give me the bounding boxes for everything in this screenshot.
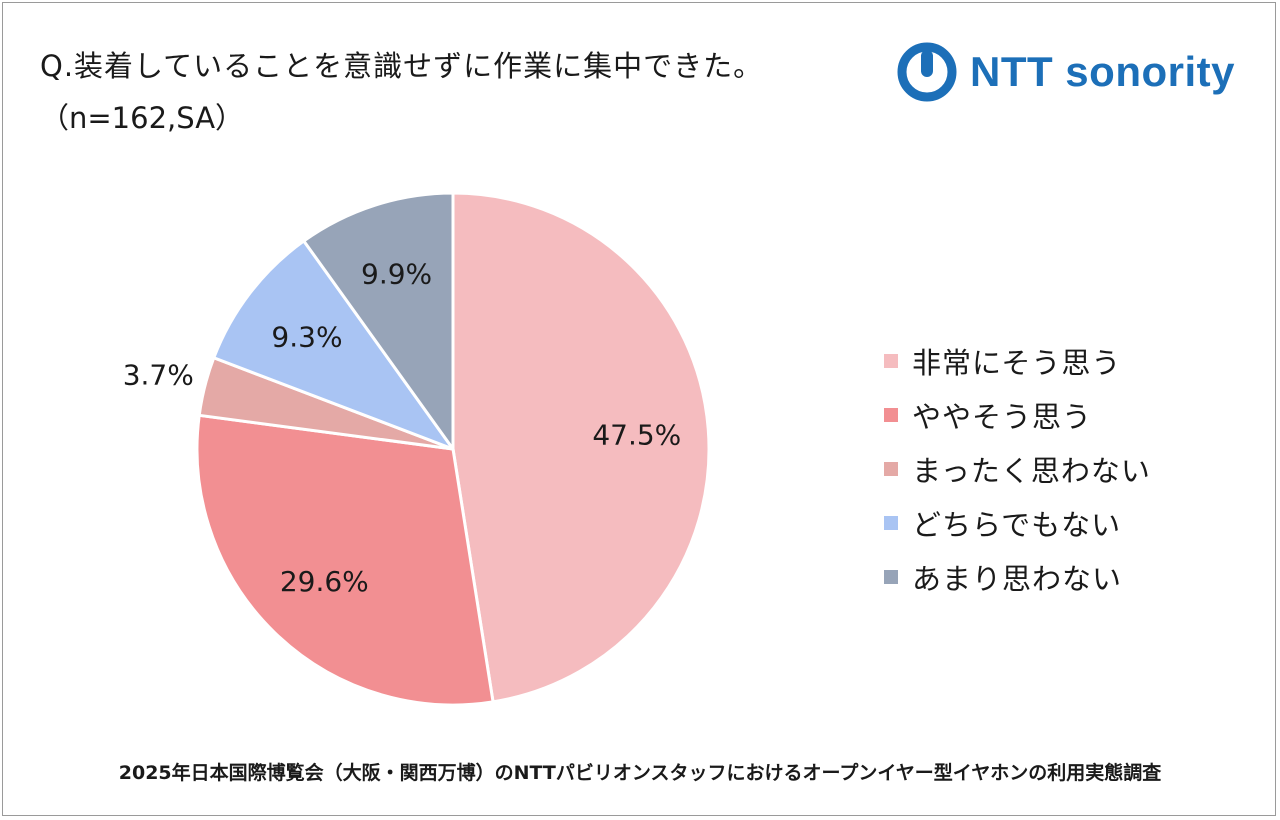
pie-data-label-4: 9.3%: [271, 321, 342, 354]
legend-item: どちらでもない: [884, 496, 1151, 550]
pie-slice-1: [451, 191, 711, 704]
pie-data-label-2: 29.6%: [280, 565, 369, 598]
pie-data-label-1: 47.5%: [592, 419, 681, 452]
chart-title: Q.装着していることを意識せずに作業に集中できた。: [40, 49, 764, 83]
logo-text: NTT sonority: [970, 48, 1235, 95]
pie-slices: [195, 191, 711, 707]
legend-item: まったく思わない: [884, 442, 1151, 496]
legend-label: ややそう思う: [912, 400, 1093, 434]
legend-swatch: [884, 516, 898, 530]
pie-slice-5: [302, 191, 455, 451]
pie-data-label-3: 3.7%: [123, 358, 194, 391]
legend-label: あまり思わない: [912, 562, 1123, 596]
pie-labels: 47.5% 29.6% 3.7% 9.3% 9.9%: [123, 258, 682, 599]
legend-item: ややそう思う: [884, 388, 1151, 442]
legend-item: 非常にそう思う: [884, 334, 1151, 388]
survey-source-footer: 2025年日本国際博覧会（大阪・関西万博）のNTTパビリオンスタッフにおけるオー…: [118, 762, 1162, 784]
pie-data-label-5: 9.9%: [361, 258, 432, 291]
chart-legend: 非常にそう思う ややそう思うまったく思わない どちらでもない あまり思わない: [884, 334, 1151, 604]
legend-swatch: [884, 570, 898, 584]
pie-slice-2: [195, 413, 495, 707]
legend-label: まったく思わない: [912, 454, 1151, 488]
chart-subtitle: （n=162,SA）: [40, 101, 245, 135]
legend-swatch: [884, 408, 898, 422]
legend-item: あまり思わない: [884, 550, 1151, 604]
legend-label: どちらでもない: [912, 508, 1122, 542]
brand-logo: NTT sonority: [896, 40, 1235, 104]
legend-swatch: [884, 354, 898, 368]
pie-slice-4: [212, 239, 455, 451]
legend-swatch: [884, 462, 898, 476]
ntt-logo-icon: [897, 42, 957, 102]
legend-label: 非常にそう思う: [912, 346, 1122, 380]
